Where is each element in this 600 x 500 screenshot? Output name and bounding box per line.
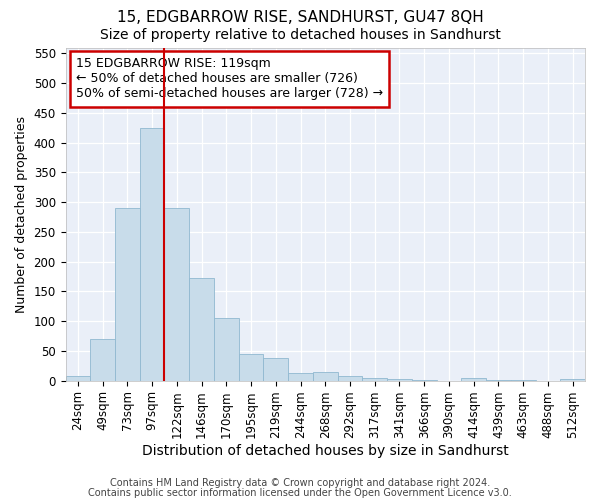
- Bar: [189, 278, 214, 380]
- Bar: [263, 358, 288, 380]
- Bar: [115, 208, 140, 380]
- Bar: [461, 378, 486, 380]
- Bar: [560, 379, 585, 380]
- Text: Contains public sector information licensed under the Open Government Licence v3: Contains public sector information licen…: [88, 488, 512, 498]
- Bar: [288, 373, 313, 380]
- Bar: [313, 372, 338, 380]
- Bar: [140, 128, 164, 380]
- Bar: [338, 376, 362, 380]
- X-axis label: Distribution of detached houses by size in Sandhurst: Distribution of detached houses by size …: [142, 444, 509, 458]
- Bar: [362, 378, 387, 380]
- Text: Contains HM Land Registry data © Crown copyright and database right 2024.: Contains HM Land Registry data © Crown c…: [110, 478, 490, 488]
- Y-axis label: Number of detached properties: Number of detached properties: [15, 116, 28, 312]
- Bar: [214, 318, 239, 380]
- Bar: [65, 376, 90, 380]
- Text: Size of property relative to detached houses in Sandhurst: Size of property relative to detached ho…: [100, 28, 500, 42]
- Bar: [164, 208, 189, 380]
- Text: 15 EDGBARROW RISE: 119sqm
← 50% of detached houses are smaller (726)
50% of semi: 15 EDGBARROW RISE: 119sqm ← 50% of detac…: [76, 58, 383, 100]
- Text: 15, EDGBARROW RISE, SANDHURST, GU47 8QH: 15, EDGBARROW RISE, SANDHURST, GU47 8QH: [116, 10, 484, 25]
- Bar: [90, 339, 115, 380]
- Bar: [239, 354, 263, 380]
